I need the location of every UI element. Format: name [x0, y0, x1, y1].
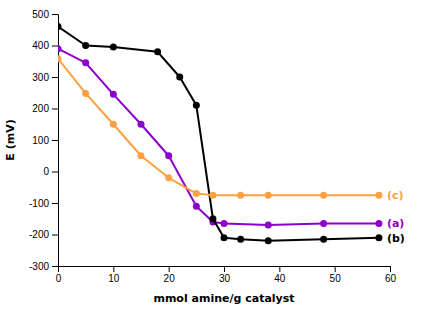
tick: 50	[330, 266, 342, 284]
tick-mark	[52, 235, 58, 236]
point	[58, 23, 62, 30]
point	[138, 121, 145, 128]
line	[58, 49, 379, 225]
point	[82, 42, 89, 49]
point	[320, 236, 327, 243]
point	[193, 102, 200, 109]
x-axis: 0 10 20 30 40 50 60	[56, 266, 397, 284]
point	[165, 152, 172, 159]
tick: -300	[29, 261, 58, 272]
series-label: (a)	[387, 217, 404, 230]
series	[58, 45, 382, 228]
tick-label: 100	[32, 135, 49, 146]
tick: 500	[32, 9, 58, 20]
tick-mark	[52, 46, 58, 47]
y-axis: -300 -200 -100 0 100 200 300 400 500	[29, 9, 59, 272]
tick-mark	[390, 266, 391, 272]
point	[58, 55, 62, 62]
axis-line	[59, 267, 391, 273]
point	[193, 203, 200, 210]
tick-label: 60	[385, 273, 397, 284]
series-labels: (a) (b) (c)	[387, 189, 405, 245]
point	[375, 234, 382, 241]
tick-label: 400	[32, 40, 49, 51]
point	[138, 152, 145, 159]
point	[110, 121, 117, 128]
axis-line	[52, 15, 59, 267]
tick-mark	[52, 14, 58, 15]
tick-label: 500	[32, 9, 49, 20]
point	[110, 44, 117, 51]
series	[58, 55, 382, 198]
point	[320, 192, 327, 199]
series	[58, 23, 382, 244]
point	[209, 192, 216, 199]
tick: 0	[43, 166, 58, 177]
point	[193, 190, 200, 197]
point	[237, 192, 244, 199]
tick-mark	[113, 266, 114, 272]
point	[221, 220, 228, 227]
tick-label: 30	[219, 273, 231, 284]
tick-label: 50	[330, 273, 342, 284]
series-label: (c)	[387, 189, 404, 202]
point	[209, 215, 216, 222]
point	[176, 74, 183, 81]
tick-label: -300	[29, 261, 49, 272]
tick: 300	[32, 72, 58, 83]
point	[265, 237, 272, 244]
tick-mark	[52, 77, 58, 78]
tick: -100	[29, 198, 58, 209]
y-axis-title: E (mV)	[4, 119, 17, 160]
point	[82, 59, 89, 66]
tick-label: -200	[29, 229, 49, 240]
tick-label: 0	[56, 273, 62, 284]
tick-mark	[52, 203, 58, 204]
point	[265, 222, 272, 229]
tick: 30	[219, 266, 231, 284]
tick: 100	[32, 135, 58, 146]
tick-label: -100	[29, 198, 49, 209]
point	[221, 234, 228, 241]
point	[375, 220, 382, 227]
point	[154, 48, 161, 55]
tick: 20	[164, 266, 176, 284]
tick: 40	[274, 266, 286, 284]
tick: 400	[32, 40, 58, 51]
line	[58, 27, 379, 241]
series-label: (b)	[387, 232, 405, 245]
tick-label: 200	[32, 103, 49, 114]
point	[265, 192, 272, 199]
point	[320, 220, 327, 227]
tick-mark	[169, 266, 170, 272]
tick: 60	[385, 266, 397, 284]
tick: 10	[108, 266, 120, 284]
tick-mark	[224, 266, 225, 272]
tick-mark	[52, 172, 58, 173]
point	[237, 236, 244, 243]
tick: -200	[29, 229, 58, 240]
tick-mark	[335, 266, 336, 272]
point	[110, 91, 117, 98]
plot: 0 10 20 30 40 50 60 -300 -200 -100 0 100 200 300 400 50…	[29, 9, 405, 284]
chart: 0 10 20 30 40 50 60 -300 -200 -100 0 100 200 300 400 50…	[0, 0, 430, 310]
tick-mark	[52, 266, 58, 267]
tick-mark	[52, 109, 58, 110]
tick-label: 300	[32, 72, 49, 83]
tick-label: 10	[108, 273, 120, 284]
point	[165, 174, 172, 181]
tick: 0	[56, 266, 62, 284]
tick-label: 40	[274, 273, 286, 284]
point	[375, 192, 382, 199]
tick: 200	[32, 103, 58, 114]
marks	[58, 23, 382, 244]
line	[58, 59, 379, 195]
x-axis-title: mmol amine/g catalyst	[153, 292, 294, 305]
point	[82, 90, 89, 97]
tick-mark	[279, 266, 280, 272]
tick-mark	[52, 140, 58, 141]
tick-label: 20	[164, 273, 176, 284]
tick-label: 0	[43, 166, 49, 177]
point	[58, 45, 62, 52]
